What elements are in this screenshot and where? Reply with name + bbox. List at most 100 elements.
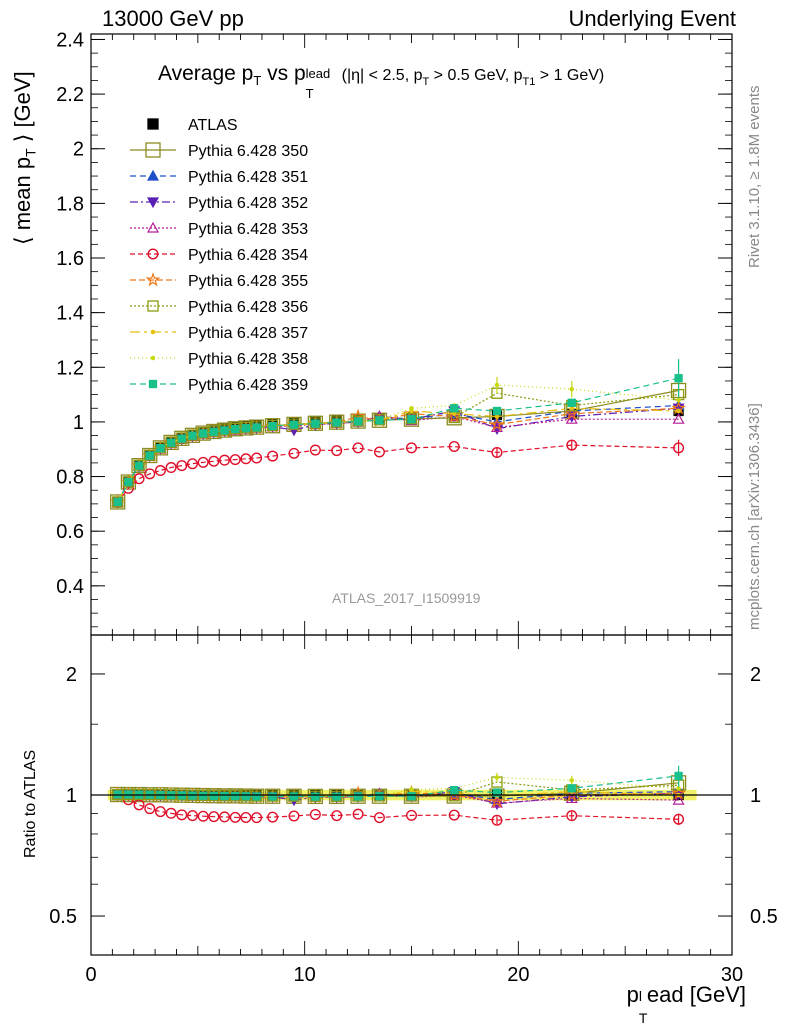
y-tick-label: 1 bbox=[73, 412, 84, 434]
y-tick-label: 1.2 bbox=[56, 357, 84, 379]
point-s358 bbox=[569, 386, 575, 392]
point-s359 bbox=[199, 429, 208, 438]
ratio-line-s354 bbox=[117, 794, 679, 821]
ratio-point-s354 bbox=[165, 807, 177, 819]
series-line-s354 bbox=[117, 444, 679, 503]
point-s357 bbox=[451, 411, 457, 417]
legend-marker-s354 bbox=[147, 248, 159, 260]
y-tick-label: 0.6 bbox=[56, 521, 84, 543]
point-s359 bbox=[289, 420, 299, 429]
point-s358 bbox=[409, 405, 414, 411]
point-s356 bbox=[112, 496, 124, 508]
point-s359 bbox=[177, 434, 186, 443]
point-s353 bbox=[672, 412, 685, 424]
ratio-point-s359 bbox=[492, 788, 502, 797]
ratio-point-s354 bbox=[240, 812, 252, 824]
point-s354 bbox=[309, 444, 321, 456]
ratio-point-s354 bbox=[133, 799, 145, 811]
ratio-y-axis-label: Ratio to ATLAS bbox=[22, 749, 39, 858]
ratio-point-s359 bbox=[199, 791, 208, 800]
point-s354 bbox=[448, 441, 460, 453]
series-line-s358 bbox=[117, 384, 679, 503]
point-s359 bbox=[375, 416, 384, 425]
point-s354 bbox=[288, 447, 300, 459]
y-tick-label: 1.6 bbox=[56, 248, 84, 270]
point-s357 bbox=[676, 408, 681, 414]
ratio-point-s354 bbox=[251, 812, 263, 824]
ratio-y-tick-label-right: 2 bbox=[750, 664, 761, 686]
series-line-s357 bbox=[117, 407, 679, 503]
point-s359 bbox=[241, 424, 251, 433]
legend: ATLAS Pythia 6.428 350 Pythia 6.428 351 Pyt… bbox=[130, 117, 308, 394]
point-s359 bbox=[166, 438, 176, 447]
point-s356 bbox=[373, 414, 386, 426]
header-right: Underlying Event bbox=[568, 6, 736, 31]
y-tick-label: 0.4 bbox=[56, 576, 84, 598]
point-s359 bbox=[353, 417, 363, 426]
point-s354 bbox=[406, 442, 418, 454]
point-s358 bbox=[676, 397, 681, 403]
chart-title: Average pT vs p lead T (|η| < 2.5, pT > 0.5… bbox=[158, 62, 605, 101]
ratio-point-s354 bbox=[144, 803, 156, 815]
ratio-point-s358 bbox=[494, 775, 500, 780]
ratio-point-s359 bbox=[353, 792, 363, 801]
y-tick-label: 0.8 bbox=[56, 467, 84, 489]
mcplots-label: mcplots.cern.ch [arXiv:1306.3436] bbox=[746, 403, 763, 630]
series-line-s352 bbox=[117, 407, 679, 503]
point-s359 bbox=[134, 461, 144, 470]
point-s355 bbox=[564, 405, 580, 421]
legend-label-s359: Pythia 6.428 359 bbox=[188, 377, 308, 394]
point-s359 bbox=[113, 497, 122, 507]
point-s359 bbox=[145, 451, 154, 460]
rivet-label: Rivet 3.1.10, ≥ 1.8M events bbox=[746, 85, 763, 269]
point-s353 bbox=[565, 412, 578, 424]
ratio-point-s354 bbox=[197, 810, 209, 822]
ratio-point-s354 bbox=[373, 812, 385, 824]
point-s357 bbox=[494, 414, 500, 419]
legend-label-s352: Pythia 6.428 352 bbox=[188, 195, 308, 212]
point-s359 bbox=[674, 374, 683, 383]
point-s354 bbox=[133, 473, 145, 485]
ratio-point-s354 bbox=[186, 810, 198, 822]
point-s356 bbox=[122, 476, 135, 488]
point-s359 bbox=[492, 406, 502, 416]
header-left: 13000 GeV pp bbox=[102, 6, 244, 31]
ratio-y-tick-label: 1 bbox=[66, 785, 77, 807]
point-s354 bbox=[373, 446, 385, 458]
ratio-point-s354 bbox=[229, 811, 241, 823]
point-s354 bbox=[165, 462, 177, 474]
legend-marker-s357 bbox=[150, 329, 156, 335]
ratio-y-tick-label: 0.5 bbox=[49, 906, 77, 928]
ratio-point-s354 bbox=[309, 809, 321, 821]
point-s359 bbox=[332, 418, 341, 427]
legend-label-s358: Pythia 6.428 358 bbox=[188, 351, 308, 368]
legend-label-s351: Pythia 6.428 351 bbox=[188, 169, 308, 186]
point-s359 bbox=[156, 443, 165, 453]
point-s355 bbox=[489, 416, 505, 432]
analysis-watermark: ATLAS_2017_I1509919 bbox=[332, 590, 481, 606]
ratio-point-s358 bbox=[569, 778, 575, 783]
point-s354 bbox=[219, 454, 231, 466]
point-s359 bbox=[567, 398, 576, 407]
ratio-point-s359 bbox=[252, 792, 261, 801]
ratio-point-s354 bbox=[406, 809, 418, 821]
legend-label-s355: Pythia 6.428 355 bbox=[188, 273, 308, 290]
x-tick-label: 0 bbox=[85, 964, 96, 986]
ratio-point-s355 bbox=[489, 793, 505, 808]
ratio-point-s354 bbox=[154, 806, 166, 818]
point-s353 bbox=[448, 410, 461, 422]
ratio-point-s359 bbox=[241, 792, 251, 801]
ratio-point-s359 bbox=[289, 792, 299, 801]
ratio-point-s359 bbox=[332, 792, 341, 801]
point-s359 bbox=[311, 419, 320, 428]
y-tick-label: 2.2 bbox=[56, 84, 84, 106]
ratio-point-s354 bbox=[267, 811, 279, 823]
legend-label-s356: Pythia 6.428 356 bbox=[188, 299, 308, 316]
point-s354 bbox=[267, 450, 279, 462]
y-tick-label: 1.8 bbox=[56, 193, 84, 215]
ratio-point-s354 bbox=[491, 814, 503, 826]
legend-marker-s353 bbox=[146, 221, 160, 233]
legend-marker-ATLAS bbox=[147, 118, 159, 130]
point-s359 bbox=[252, 423, 261, 432]
point-s354 bbox=[331, 445, 343, 457]
